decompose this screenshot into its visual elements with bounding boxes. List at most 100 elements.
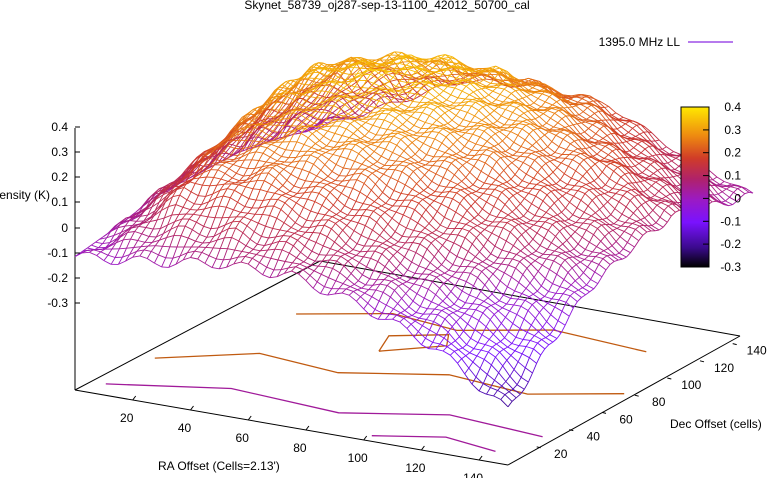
surface-mesh-line	[623, 185, 632, 191]
surface-mesh-line	[425, 61, 433, 68]
surface-mesh-line	[342, 120, 351, 124]
surface-mesh-line	[425, 164, 433, 166]
surface-mesh-line	[292, 112, 300, 115]
surface-mesh-line	[380, 167, 388, 170]
surface-mesh-line	[310, 66, 318, 69]
surface-mesh-line	[254, 166, 263, 169]
surface-mesh-line	[437, 149, 446, 154]
surface-mesh-line	[602, 138, 611, 144]
surface-mesh-line	[515, 90, 523, 99]
surface-mesh-line	[499, 221, 508, 224]
surface-mesh-line	[539, 256, 547, 260]
surface-mesh-line	[413, 134, 421, 137]
surface-mesh-line	[184, 218, 190, 227]
surface-mesh-line	[122, 254, 130, 258]
surface-mesh-line	[152, 196, 158, 201]
surface-mesh-line	[541, 285, 549, 292]
surface-mesh-line	[378, 74, 387, 81]
surface-mesh-line	[132, 255, 140, 258]
surface-mesh-line	[184, 168, 190, 177]
surface-mesh-line	[416, 183, 425, 191]
surface-mesh-line	[543, 307, 552, 315]
surface-mesh-line	[614, 208, 623, 215]
surface-mesh-line	[475, 75, 484, 81]
surface-mesh-line	[401, 247, 409, 250]
surface-mesh-line	[456, 192, 465, 199]
surface-mesh-line	[147, 195, 152, 200]
surface-mesh-line	[545, 163, 554, 173]
surface-mesh-line	[360, 57, 366, 61]
surface-mesh-line	[359, 262, 367, 268]
surface-mesh-line	[361, 125, 370, 132]
surface-mesh-line	[594, 163, 603, 173]
surface-mesh-line	[467, 111, 475, 117]
surface-mesh-line	[378, 146, 386, 150]
surface-mesh-line	[567, 225, 576, 233]
legend-label: 1395.0 MHz LL	[599, 35, 681, 49]
surface-mesh-line	[220, 228, 229, 233]
surface-mesh-line	[559, 179, 568, 185]
surface-mesh-line	[563, 187, 571, 191]
surface-mesh-line	[477, 89, 485, 99]
surface-mesh-line	[262, 109, 271, 121]
surface-mesh-line	[469, 171, 478, 180]
surface-mesh-line	[511, 276, 519, 283]
surface-mesh-line	[504, 204, 513, 213]
surface-mesh-line	[606, 135, 615, 144]
surface-mesh-line	[595, 256, 604, 260]
surface-mesh-line	[144, 206, 153, 211]
surface-mesh-line	[587, 157, 596, 165]
surface-mesh-line	[463, 258, 472, 262]
surface-mesh-line	[201, 251, 210, 257]
surface-mesh-line	[137, 240, 146, 243]
surface-mesh-line	[619, 189, 628, 192]
surface-mesh-line	[309, 225, 318, 229]
surface-mesh-line	[299, 263, 308, 268]
surface-mesh-line	[251, 159, 259, 161]
surface-mesh-line	[516, 107, 525, 114]
surface-mesh-line	[369, 98, 374, 103]
surface-mesh-line	[269, 156, 278, 162]
surface-mesh-line	[517, 238, 526, 248]
surface-mesh-line	[566, 134, 575, 142]
surface-mesh-line	[322, 62, 327, 66]
surface-mesh-line	[352, 88, 361, 93]
surface-mesh-line	[471, 192, 480, 198]
surface-mesh-line	[301, 187, 309, 189]
surface-mesh-line	[488, 225, 496, 227]
surface-mesh-line	[525, 288, 534, 295]
surface-mesh-line	[557, 214, 565, 222]
surface-mesh-line	[511, 93, 519, 100]
surface-mesh-line	[105, 242, 111, 248]
surface-mesh-line	[518, 185, 526, 189]
surface-mesh-line	[109, 235, 115, 243]
surface-mesh-line	[368, 238, 376, 242]
surface-mesh-line	[275, 178, 284, 186]
surface-mesh-line	[561, 310, 570, 317]
surface-mesh-line	[354, 160, 363, 165]
surface-mesh-line	[517, 134, 526, 141]
surface-mesh-line	[162, 187, 168, 195]
surface-mesh-line	[532, 129, 541, 139]
surface-mesh-line	[619, 157, 628, 167]
surface-mesh-line	[303, 154, 311, 156]
surface-mesh-line	[480, 232, 489, 241]
surface-mesh-line	[239, 216, 245, 222]
surface-mesh-line	[294, 232, 302, 237]
surface-mesh-line	[404, 310, 413, 316]
surface-mesh-line	[629, 217, 637, 222]
surface-mesh-line	[278, 126, 287, 139]
surface-mesh-line	[524, 139, 533, 146]
surface-mesh-line	[493, 110, 502, 117]
surface-mesh-line	[200, 169, 205, 173]
surface-mesh-line	[290, 235, 298, 241]
surface-mesh-line	[636, 155, 645, 159]
surface-mesh-line	[571, 267, 580, 278]
surface-mesh-line	[499, 131, 507, 137]
surface-mesh-line	[463, 330, 472, 339]
surface-mesh-line	[723, 181, 732, 185]
surface-mesh-line	[242, 232, 251, 240]
surface-mesh-line	[275, 87, 284, 97]
surface-mesh-line	[307, 137, 316, 144]
